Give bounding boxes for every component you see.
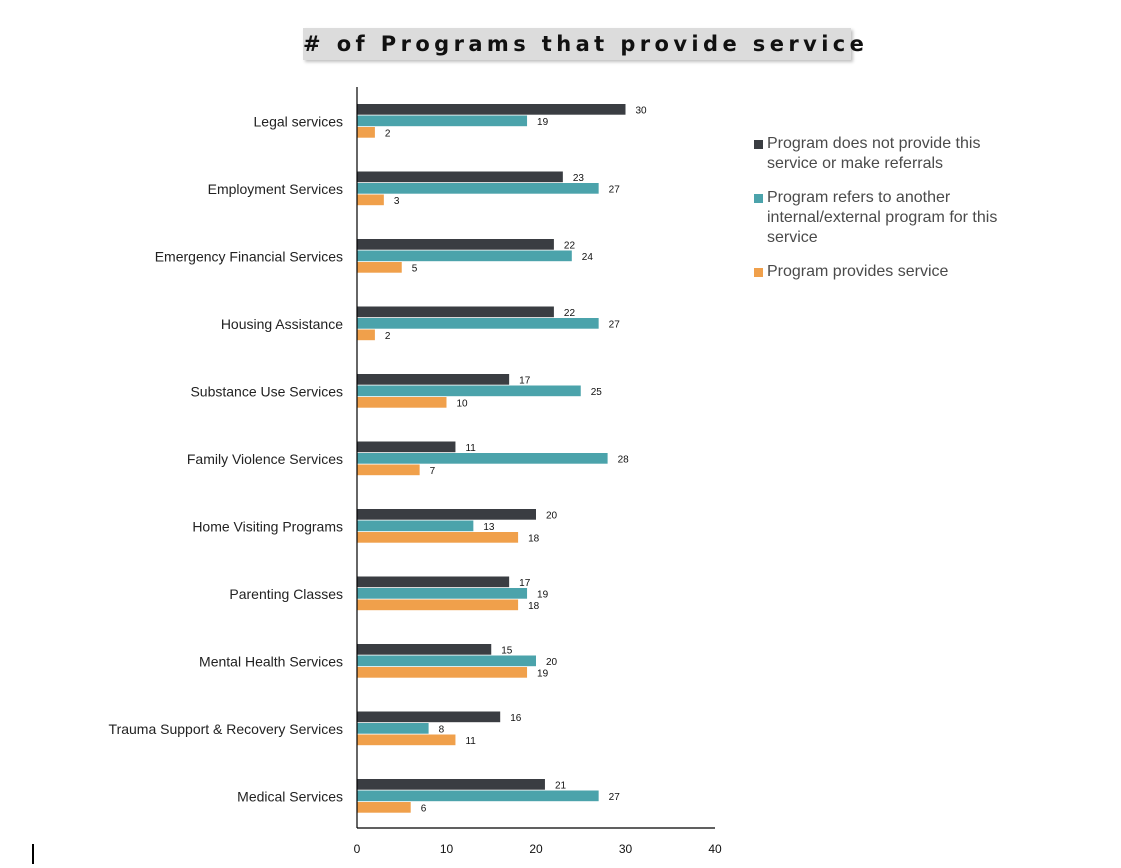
data-label: 25 (591, 387, 603, 398)
category-label: Medical Services (237, 788, 343, 804)
data-label: 20 (546, 657, 558, 668)
bar (357, 329, 375, 341)
bar (357, 397, 447, 408)
legend-swatch (754, 140, 763, 149)
legend-item: Program refers to another internal/exter… (752, 188, 1012, 248)
data-label: 15 (501, 645, 513, 656)
category-label: Substance Use Services (190, 383, 343, 399)
data-label: 27 (609, 319, 621, 330)
bar (357, 127, 375, 138)
category-label: Legal services (254, 113, 344, 129)
data-label: 27 (609, 184, 621, 195)
legend-label: Program provides service (767, 263, 949, 280)
category-label: Family Violence Services (187, 451, 343, 467)
bar (357, 599, 519, 611)
chart-title: # of Programs that provide service (303, 28, 864, 60)
bar (357, 115, 528, 127)
data-label: 21 (555, 780, 567, 791)
bar (357, 194, 384, 206)
x-tick-label: 0 (354, 842, 361, 856)
bar (357, 374, 510, 385)
bar (357, 802, 411, 813)
bar (357, 667, 528, 678)
data-label: 17 (519, 578, 531, 589)
data-label: 28 (618, 454, 630, 465)
category-label: Housing Assistance (221, 316, 343, 332)
data-label: 24 (582, 252, 594, 263)
data-label: 18 (528, 533, 540, 544)
bar (357, 171, 563, 183)
data-label: 13 (483, 522, 495, 533)
data-label: 2 (385, 331, 391, 342)
data-label: 11 (465, 443, 476, 454)
data-label: 8 (439, 724, 445, 735)
bar (357, 183, 599, 194)
data-label: 11 (465, 736, 476, 747)
bar (357, 441, 456, 453)
legend-item: Program provides service (752, 262, 1012, 282)
bar (357, 250, 572, 262)
data-label: 6 (421, 803, 427, 814)
data-label: 27 (609, 792, 621, 803)
data-label: 30 (636, 105, 648, 116)
x-tick-label: 20 (529, 842, 543, 856)
data-label: 18 (528, 601, 540, 612)
bar (357, 318, 599, 329)
bar (357, 723, 429, 734)
bar (357, 790, 599, 802)
bar (357, 588, 528, 599)
bars-layer (357, 104, 626, 813)
category-label: Mental Health Services (199, 653, 343, 669)
data-label: 19 (537, 668, 549, 679)
bar (357, 532, 519, 543)
legend-swatch (754, 268, 763, 277)
bar (357, 520, 474, 532)
legend-swatch (754, 194, 763, 203)
bar (357, 779, 545, 790)
bar (357, 711, 501, 723)
bar (357, 239, 554, 250)
data-label: 17 (519, 375, 531, 386)
legend-label: Program does not provide this service or… (767, 135, 981, 172)
category-label: Trauma Support & Recovery Services (109, 721, 343, 737)
bar (357, 464, 420, 476)
category-label: Emergency Financial Services (155, 248, 343, 264)
text-cursor (32, 844, 34, 864)
data-label: 2 (385, 128, 391, 139)
legend-label: Program refers to another internal/exter… (767, 189, 998, 246)
x-tick-label: 40 (708, 842, 722, 856)
data-label: 10 (457, 398, 469, 409)
x-tick-label: 30 (619, 842, 633, 856)
bar (357, 655, 536, 667)
data-label: 19 (537, 117, 549, 128)
category-label: Parenting Classes (229, 586, 343, 602)
data-label: 23 (573, 173, 585, 184)
bar (357, 385, 581, 397)
x-tick-label: 10 (440, 842, 454, 856)
data-label: 22 (564, 240, 576, 251)
bar (357, 734, 456, 746)
ticks-layer: 0 10 20 30 40 (354, 842, 722, 856)
data-label: 7 (430, 466, 436, 477)
category-label: Employment Services (208, 181, 343, 197)
bar (357, 453, 608, 464)
bar (357, 509, 536, 520)
bar (357, 306, 554, 318)
data-label: 16 (510, 713, 522, 724)
legend-item: Program does not provide this service or… (752, 134, 1012, 174)
data-label: 3 (394, 196, 400, 207)
bar (357, 104, 626, 115)
legend: Program does not provide this service or… (752, 134, 1012, 296)
bar (357, 262, 402, 273)
category-label: Home Visiting Programs (192, 518, 343, 534)
data-label: 22 (564, 308, 576, 319)
data-label: 19 (537, 589, 549, 600)
data-label: 5 (412, 263, 418, 274)
bar (357, 644, 492, 655)
data-label: 20 (546, 510, 558, 521)
bar (357, 576, 510, 588)
